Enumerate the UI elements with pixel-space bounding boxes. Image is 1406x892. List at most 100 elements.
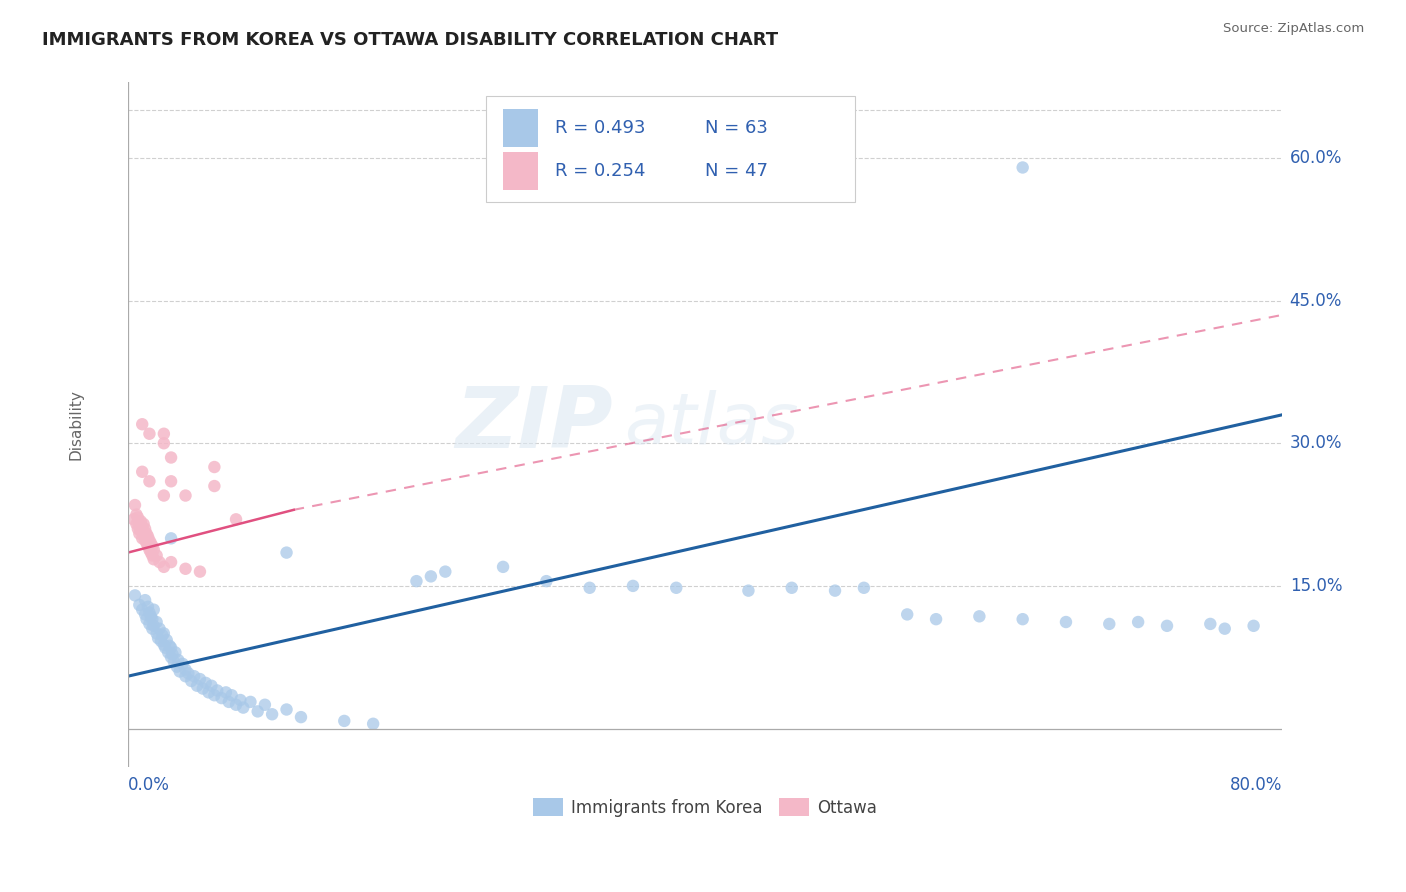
Point: [207, 683, 229, 698]
Point: [276, 702, 298, 716]
Point: [824, 583, 846, 598]
Point: [434, 565, 457, 579]
Point: [239, 695, 262, 709]
Point: [405, 574, 427, 588]
Point: [131, 465, 153, 479]
Point: [202, 460, 225, 475]
Point: [153, 436, 176, 450]
Point: [221, 688, 243, 702]
Point: [1126, 615, 1149, 629]
Point: [969, 609, 991, 624]
Point: [162, 648, 184, 662]
Point: [128, 526, 150, 541]
Point: [134, 533, 156, 548]
Point: [246, 705, 269, 719]
Point: [149, 634, 172, 648]
Point: [132, 517, 155, 532]
Point: [896, 607, 918, 622]
FancyBboxPatch shape: [503, 152, 537, 190]
Point: [128, 517, 150, 532]
Point: [191, 681, 214, 696]
Point: [129, 514, 152, 528]
Point: [174, 663, 197, 677]
Text: atlas: atlas: [624, 390, 799, 458]
Point: [419, 569, 441, 583]
FancyBboxPatch shape: [485, 95, 855, 202]
Point: [232, 700, 254, 714]
Point: [174, 489, 197, 503]
Point: [131, 417, 153, 432]
Point: [153, 626, 176, 640]
Point: [665, 581, 688, 595]
Point: [141, 622, 163, 636]
Text: Disability: Disability: [69, 389, 83, 459]
Point: [129, 524, 152, 538]
Point: [148, 622, 170, 636]
Point: [127, 510, 149, 524]
Point: [174, 562, 197, 576]
Point: [125, 517, 148, 532]
Point: [290, 710, 312, 724]
Point: [1011, 612, 1033, 626]
Point: [148, 555, 170, 569]
Point: [1243, 619, 1265, 633]
Point: [333, 714, 356, 728]
Point: [153, 426, 176, 441]
Text: N = 63: N = 63: [706, 119, 768, 136]
Text: 80.0%: 80.0%: [1230, 776, 1282, 794]
Point: [163, 655, 186, 669]
Text: R = 0.493: R = 0.493: [555, 119, 645, 136]
Text: R = 0.254: R = 0.254: [555, 162, 645, 180]
Point: [142, 542, 165, 557]
Text: ZIP: ZIP: [456, 383, 613, 466]
Point: [142, 552, 165, 566]
Point: [138, 426, 160, 441]
Point: [174, 669, 197, 683]
Point: [1011, 161, 1033, 175]
Point: [225, 512, 247, 526]
Point: [578, 581, 600, 595]
Point: [141, 539, 163, 553]
Point: [925, 612, 948, 626]
Point: [197, 685, 219, 699]
Point: [160, 450, 183, 465]
Point: [122, 512, 145, 526]
Point: [135, 526, 157, 541]
Point: [136, 529, 159, 543]
Point: [188, 672, 211, 686]
Point: [131, 520, 153, 534]
Point: [153, 638, 176, 652]
Point: [146, 631, 169, 645]
Point: [124, 498, 146, 512]
Point: [142, 602, 165, 616]
Text: IMMIGRANTS FROM KOREA VS OTTAWA DISABILITY CORRELATION CHART: IMMIGRANTS FROM KOREA VS OTTAWA DISABILI…: [42, 31, 779, 49]
Point: [1054, 615, 1077, 629]
Point: [145, 549, 167, 563]
Point: [138, 475, 160, 489]
Text: 45.0%: 45.0%: [1289, 292, 1343, 310]
Point: [780, 581, 803, 595]
Point: [172, 657, 194, 671]
Point: [160, 475, 183, 489]
Point: [166, 659, 188, 673]
Point: [737, 583, 759, 598]
Point: [160, 555, 183, 569]
Point: [165, 645, 187, 659]
Point: [183, 669, 205, 683]
Point: [1199, 616, 1222, 631]
Point: [160, 640, 183, 655]
Point: [139, 536, 162, 550]
Point: [180, 673, 202, 688]
Point: [139, 609, 162, 624]
Point: [218, 695, 240, 709]
Point: [138, 533, 160, 548]
Point: [134, 522, 156, 536]
Text: 60.0%: 60.0%: [1289, 149, 1343, 167]
Text: 30.0%: 30.0%: [1289, 434, 1343, 452]
Point: [136, 539, 159, 553]
Point: [253, 698, 276, 712]
Legend: Immigrants from Korea, Ottawa: Immigrants from Korea, Ottawa: [526, 792, 884, 823]
Text: 0.0%: 0.0%: [128, 776, 170, 794]
Point: [1213, 622, 1236, 636]
Point: [229, 693, 252, 707]
